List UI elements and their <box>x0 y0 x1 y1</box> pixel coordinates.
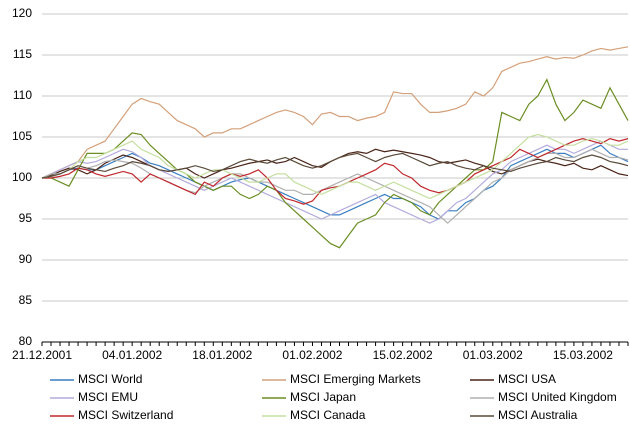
y-tick-label: 95 <box>19 211 33 225</box>
x-tick-label: 15.03.2002 <box>553 348 613 362</box>
y-tick-label: 85 <box>19 293 33 307</box>
legend-label: MSCI United Kingdom <box>498 390 617 404</box>
x-tick-label: 04.01.2002 <box>102 348 162 362</box>
legend-label: MSCI Australia <box>498 408 578 422</box>
legend-label: MSCI World <box>78 372 142 386</box>
x-tick-label: 18.01.2002 <box>192 348 252 362</box>
x-tick-label: 21.12.2001 <box>12 348 72 362</box>
y-tick-label: 105 <box>12 129 32 143</box>
x-tick-label: 01.03.2002 <box>463 348 523 362</box>
legend-label: MSCI Emerging Markets <box>290 372 421 386</box>
y-tick-label: 115 <box>13 47 32 61</box>
y-tick-label: 80 <box>19 334 33 348</box>
series-line <box>41 148 629 224</box>
legend-label: MSCI Canada <box>290 408 366 422</box>
legend-label: MSCI EMU <box>78 390 138 404</box>
series-line <box>41 46 629 179</box>
legend-label: MSCI USA <box>498 372 556 386</box>
series-line <box>41 133 629 200</box>
y-tick-label: 100 <box>12 170 32 184</box>
series-line <box>42 78 629 249</box>
legend-label: MSCI Switzerland <box>78 408 173 422</box>
series-line <box>41 152 629 179</box>
x-tick-label: 15.02.2002 <box>373 348 433 362</box>
series-line <box>41 140 628 224</box>
legend-label: MSCI Japan <box>290 390 356 404</box>
y-tick-label: 90 <box>19 252 33 266</box>
y-tick-label: 120 <box>12 6 32 20</box>
y-tick-label: 110 <box>13 88 32 102</box>
series-line <box>42 137 629 205</box>
x-tick-label: 01.02.2002 <box>282 348 342 362</box>
